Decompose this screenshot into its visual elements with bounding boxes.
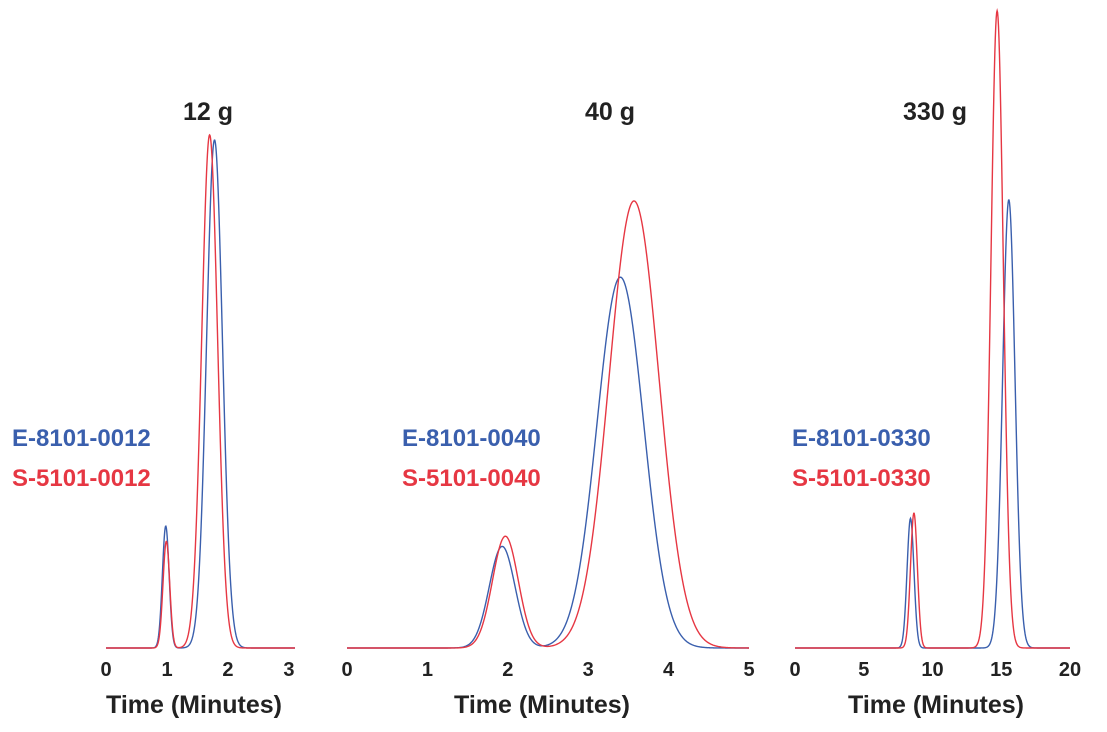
legend-entry-e8101: E-8101-0040 xyxy=(402,425,541,452)
legend-entry-s5101: S-5101-0012 xyxy=(12,465,151,492)
x-tick-label: 0 xyxy=(100,659,111,681)
legend-entry-e8101: E-8101-0012 xyxy=(12,425,151,452)
x-tick-labels: 0 5 10 15 20 xyxy=(789,659,1081,681)
x-tick-label: 5 xyxy=(858,659,869,681)
x-axis-label: Time (Minutes) xyxy=(848,691,1024,719)
x-tick-label: 20 xyxy=(1059,659,1081,681)
x-tick-label: 3 xyxy=(583,659,594,681)
x-tick-label: 5 xyxy=(743,659,754,681)
panel-title: 40 g xyxy=(585,98,635,126)
series-line-s-5101-0040 xyxy=(347,200,749,649)
series-line-e-8101-0040 xyxy=(347,276,749,649)
x-tick-label: 10 xyxy=(921,659,943,681)
plot-area xyxy=(106,133,295,649)
x-tick-label: 2 xyxy=(222,659,233,681)
legend-entry-e8101: E-8101-0330 xyxy=(792,425,931,452)
x-tick-labels: 0 1 2 3 xyxy=(100,659,294,681)
x-tick-label: 4 xyxy=(663,659,675,681)
series-line-s-5101-0012 xyxy=(106,133,295,649)
x-tick-label: 1 xyxy=(161,659,172,681)
panel-title: 12 g xyxy=(183,98,233,126)
x-tick-label: 0 xyxy=(341,659,352,681)
x-tick-label: 3 xyxy=(283,659,294,681)
plot-area xyxy=(795,8,1070,649)
series-line-s-5101-0330 xyxy=(795,8,1070,649)
x-axis-label: Time (Minutes) xyxy=(454,691,630,719)
plot-area xyxy=(347,200,749,649)
panel-40g: 40 g E-8101-0040 S-5101-0040 0 1 2 3 4 5 Time… xyxy=(341,98,754,719)
legend-entry-s5101: S-5101-0040 xyxy=(402,465,541,492)
x-tick-label: 0 xyxy=(789,659,800,681)
x-tick-label: 15 xyxy=(990,659,1012,681)
x-axis-label: Time (Minutes) xyxy=(106,691,282,719)
panel-title: 330 g xyxy=(903,98,967,126)
x-tick-label: 2 xyxy=(502,659,513,681)
x-tick-label: 1 xyxy=(422,659,433,681)
panel-330g: 330 g E-8101-0330 S-5101-0330 0 5 10 15 20 T… xyxy=(789,8,1081,719)
x-tick-labels: 0 1 2 3 4 5 xyxy=(341,659,754,681)
panel-12g: 12 g E-8101-0012 S-5101-0012 0 1 2 3 Time (… xyxy=(12,98,295,719)
legend-entry-s5101: S-5101-0330 xyxy=(792,465,931,492)
